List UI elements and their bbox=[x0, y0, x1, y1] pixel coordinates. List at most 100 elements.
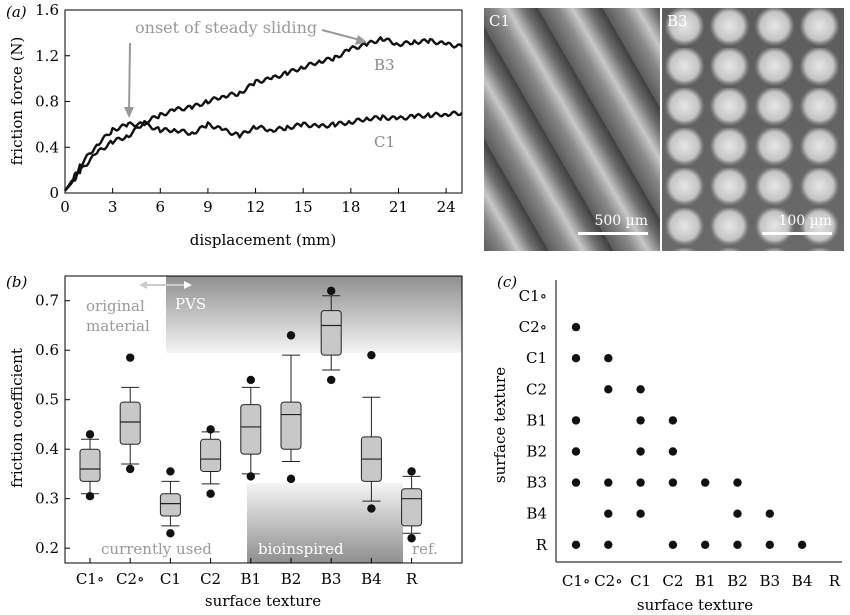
c-comparison-point bbox=[636, 478, 645, 487]
micrograph-c1: C1 500 µm bbox=[484, 8, 660, 251]
b-outlier-point bbox=[327, 375, 336, 385]
a-xtick-label: 3 bbox=[108, 198, 118, 216]
micrograph-c1-scale-text: 500 µm bbox=[594, 213, 648, 229]
c-comparison-point bbox=[571, 447, 581, 456]
ref-label: ref. bbox=[412, 540, 438, 558]
c-xtick-label: R bbox=[829, 572, 841, 590]
c-comparison-point bbox=[668, 416, 678, 425]
bioinspired-region bbox=[247, 483, 403, 563]
micrograph-c1-label: C1 bbox=[489, 12, 511, 30]
b-xtick-label: B2 bbox=[281, 570, 302, 588]
onset-annotation: onset of steady sliding bbox=[135, 18, 317, 37]
onset-arrow-1 bbox=[128, 42, 131, 114]
c-comparison-point bbox=[571, 354, 581, 363]
c-comparison-point bbox=[765, 540, 774, 549]
a-xtick-label: 0 bbox=[60, 198, 70, 216]
panel-a-line-chart: (a) 0 3 6 9 12 15 18 21 24 0 0.4 0.8 1.2 1.6 onset of… bbox=[6, 1, 463, 249]
c-comparison-point bbox=[604, 540, 613, 549]
c-comparison-point bbox=[571, 322, 581, 332]
c-xtick-label: B2 bbox=[727, 572, 748, 590]
b-box-0 bbox=[79, 448, 101, 482]
b-outlier-point bbox=[85, 430, 95, 439]
b-outlier-point bbox=[407, 467, 416, 476]
a-xtick-label: 12 bbox=[246, 198, 265, 216]
panel-b-label: (b) bbox=[6, 273, 27, 291]
c-comparison-point bbox=[604, 509, 613, 518]
b-outlier-point bbox=[246, 375, 255, 385]
a-xtick-label: 24 bbox=[437, 198, 456, 216]
c-comparison-point bbox=[733, 540, 742, 549]
b-xtick-label: C2∘ bbox=[116, 570, 144, 588]
b-xtick-label: B3 bbox=[321, 570, 342, 588]
material-label: material bbox=[86, 317, 150, 335]
panel-c-label: (c) bbox=[497, 273, 517, 291]
b-xtick-label: R bbox=[406, 570, 418, 588]
c-ytick-label: B4 bbox=[526, 505, 547, 523]
b-outlier-point bbox=[327, 286, 336, 296]
b-xtick-label: B4 bbox=[361, 570, 382, 588]
c-comparison-point bbox=[571, 416, 581, 425]
a-ytick-label: 0.4 bbox=[35, 138, 59, 156]
b-ytick-label: 0.3 bbox=[35, 490, 59, 508]
c-comparison-point bbox=[571, 540, 581, 549]
b-box-3 bbox=[200, 438, 222, 472]
b-box-6 bbox=[320, 310, 342, 356]
c-ytick-label: B3 bbox=[526, 474, 547, 492]
c-comparison-point bbox=[765, 509, 774, 518]
bioinspired-label: bioinspired bbox=[258, 540, 344, 558]
panel-a-xlabel: displacement (mm) bbox=[190, 231, 336, 249]
b-outlier-point bbox=[286, 474, 296, 484]
c-ytick-label: R bbox=[536, 536, 548, 554]
c-ytick-label: B2 bbox=[526, 443, 547, 461]
b-outlier-point bbox=[166, 529, 175, 538]
b-ytick-label: 0.2 bbox=[35, 539, 59, 557]
c-xtick-label: C1 bbox=[630, 572, 651, 590]
panel-c-xlabel: surface texture bbox=[637, 596, 753, 614]
a-xtick-label: 9 bbox=[203, 198, 213, 216]
original-label: original bbox=[86, 297, 145, 315]
c-comparison-point bbox=[604, 385, 613, 394]
c-comparison-point bbox=[733, 478, 742, 487]
series-label-c1: C1 bbox=[374, 133, 395, 151]
b-xtick-label: C2 bbox=[200, 570, 221, 588]
c-comparison-point bbox=[797, 540, 807, 549]
c-xtick-label: B1 bbox=[695, 572, 716, 590]
b-outlier-point bbox=[126, 353, 135, 362]
panel-b-ylabel: friction coefficient bbox=[8, 348, 26, 488]
c-comparison-point bbox=[701, 478, 710, 487]
onset-arrowhead-1 bbox=[124, 107, 134, 118]
b-ytick-label: 0.5 bbox=[35, 391, 59, 409]
b-box-2 bbox=[159, 493, 181, 517]
a-ytick-label: 0 bbox=[49, 184, 59, 202]
c-xtick-label: C2 bbox=[662, 572, 683, 590]
b-outlier-point bbox=[166, 467, 175, 476]
b-outlier-point bbox=[246, 472, 255, 481]
b-outlier-point bbox=[126, 464, 135, 474]
pvs-label: PVS bbox=[175, 295, 206, 313]
c-xtick-label: C1∘ bbox=[562, 572, 590, 590]
c-comparison-point bbox=[571, 478, 581, 487]
b-outlier-point bbox=[367, 504, 376, 513]
a-series-line-c1 bbox=[64, 110, 463, 192]
a-xtick-label: 18 bbox=[341, 198, 360, 216]
b-box-8 bbox=[401, 488, 423, 527]
panel-c-comparison-matrix: (c) C1∘ C2∘ C1 C2 B1 B2 B3 B4 RC1∘C2∘C1C2B1B2B3B… bbox=[491, 273, 842, 614]
panel-b-frame bbox=[64, 275, 463, 564]
panel-a-label: (a) bbox=[6, 3, 27, 21]
c-ytick-label: B1 bbox=[526, 411, 547, 429]
currently-used-label: currently used bbox=[101, 540, 212, 558]
pvs-region bbox=[166, 276, 462, 353]
b-box-5 bbox=[280, 401, 302, 450]
b-box-1 bbox=[119, 401, 141, 445]
c-comparison-point bbox=[733, 509, 742, 518]
c-comparison-point bbox=[636, 416, 645, 425]
a-ytick-label: 0.8 bbox=[35, 93, 59, 111]
a-xtick-label: 15 bbox=[294, 198, 313, 216]
a-xtick-label: 6 bbox=[156, 198, 166, 216]
c-ytick-label: C1∘ bbox=[519, 287, 547, 305]
series-label-b3: B3 bbox=[374, 56, 395, 74]
c-comparison-point bbox=[636, 509, 645, 518]
c-comparison-point bbox=[604, 478, 613, 487]
c-comparison-point bbox=[604, 354, 613, 363]
